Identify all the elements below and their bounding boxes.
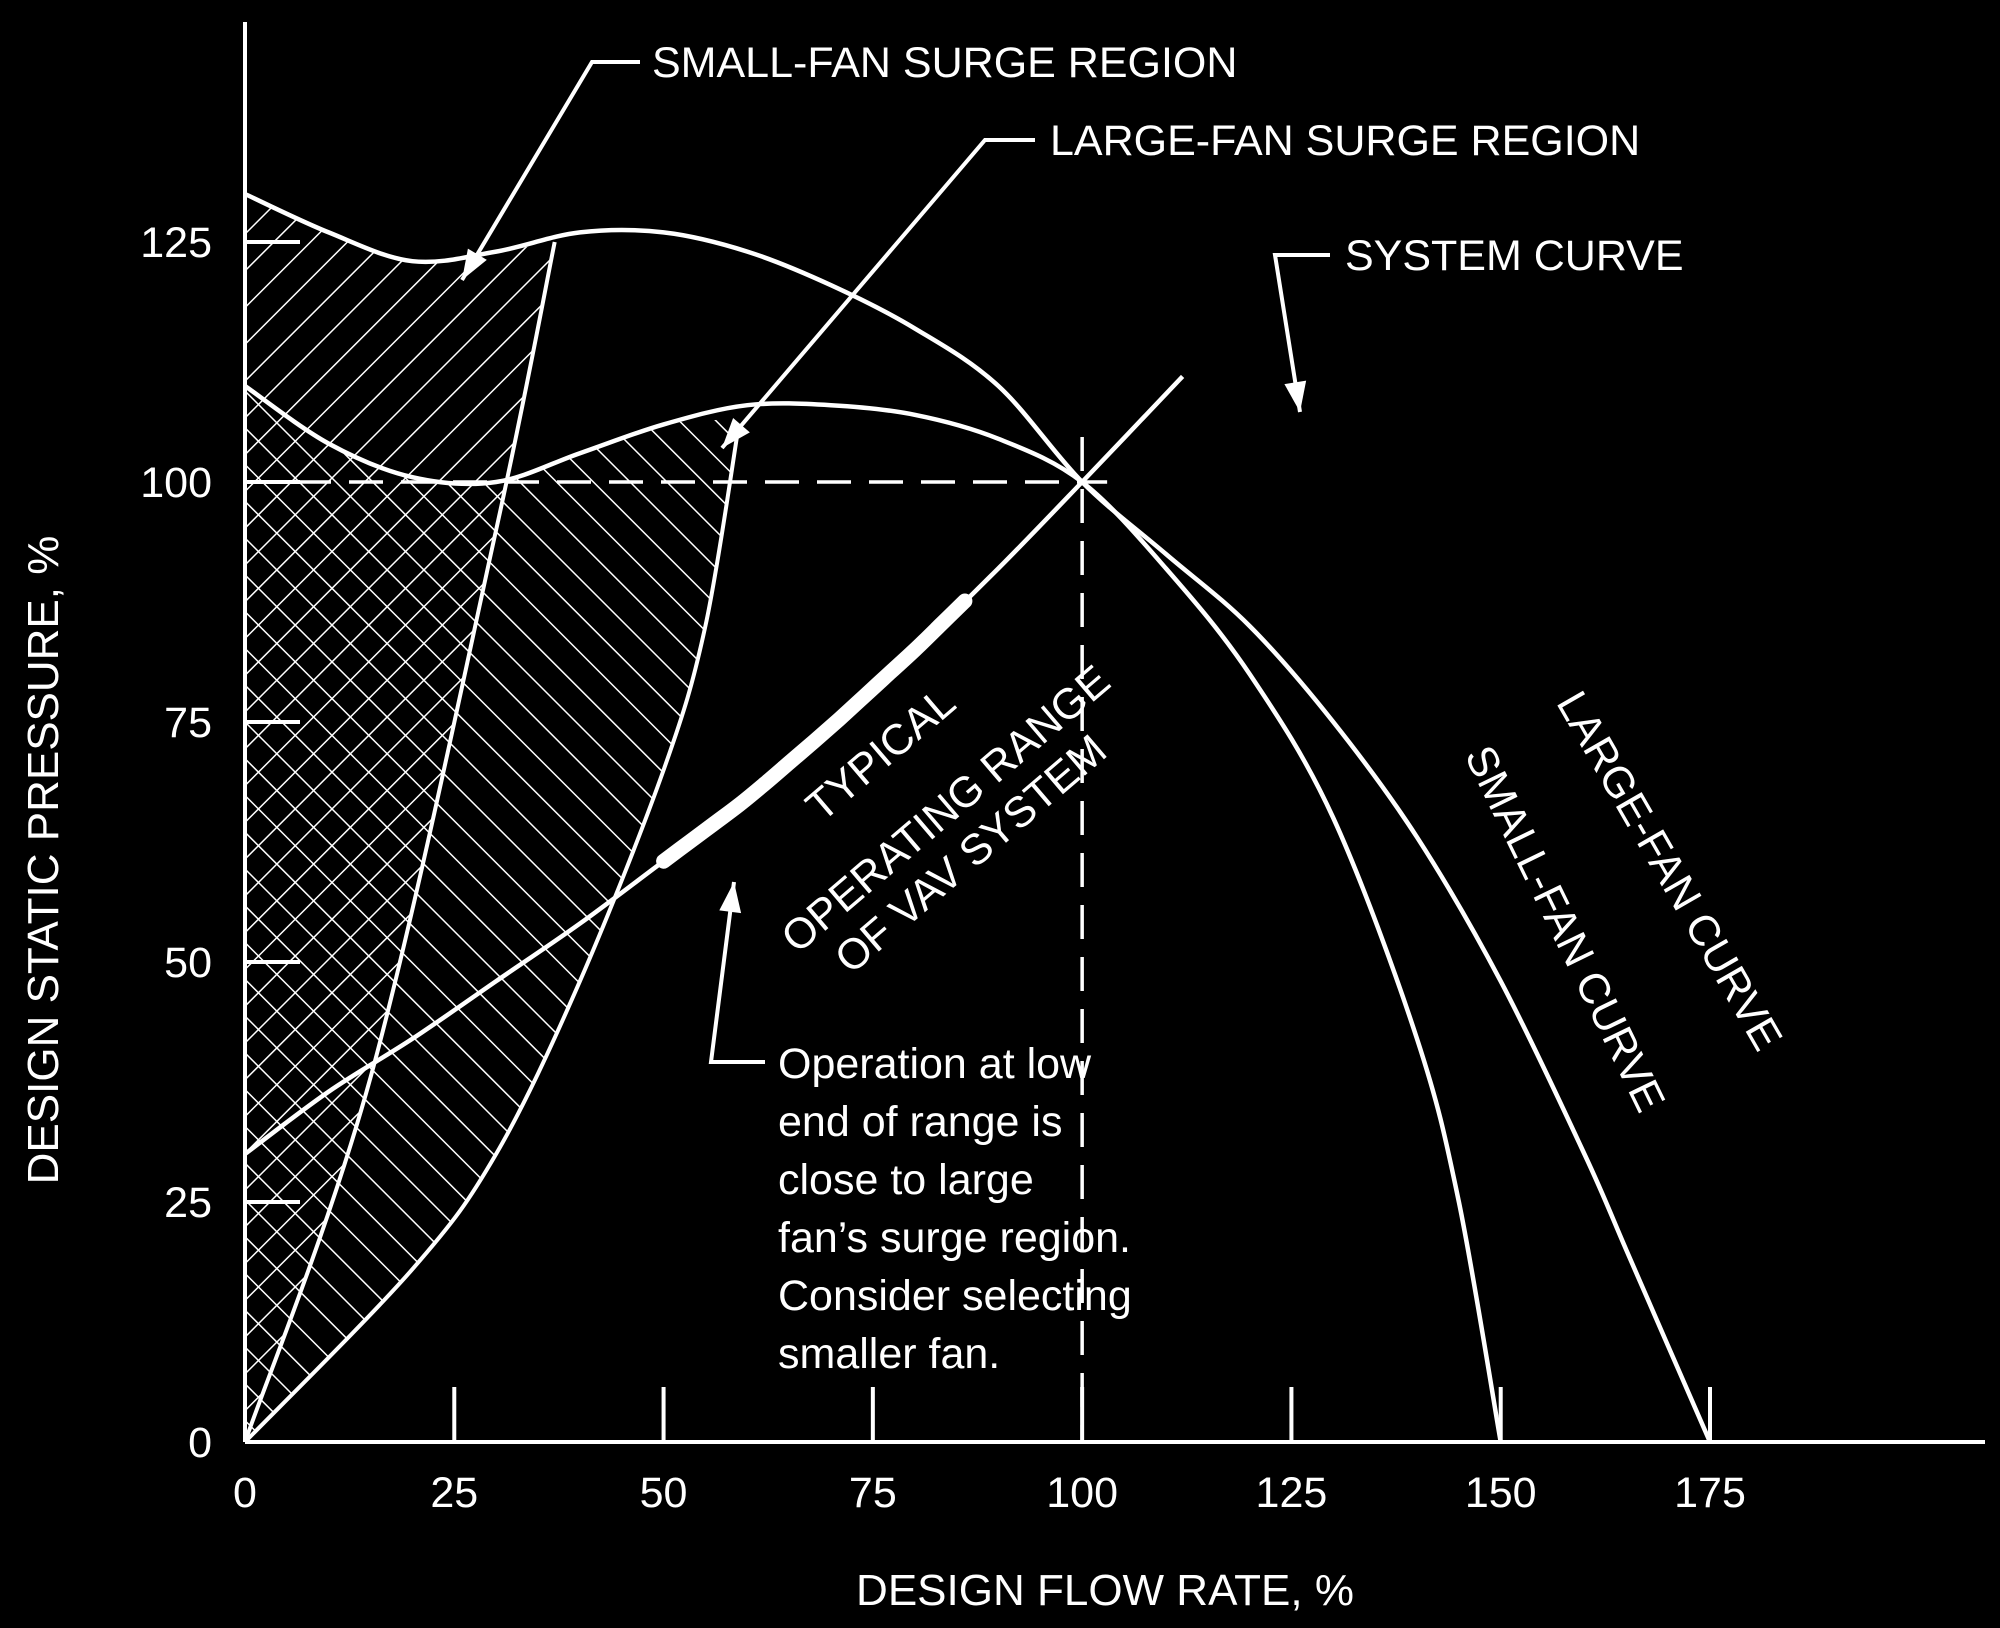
y-tick-label: 125 [140,219,212,267]
system-curve-arrow-arrowhead [1284,380,1307,412]
x-tick-label: 175 [1674,1469,1746,1517]
x-axis-title: DESIGN FLOW RATE, % [856,1566,1354,1615]
large-surge-arrow-leader [720,138,1035,450]
y-tick-label: 75 [164,699,212,747]
annotation-large-fan-surge-region: LARGE-FAN SURGE REGION [1050,117,1640,165]
note-line-4: fan’s surge region. [778,1214,1131,1262]
small-surge-arrow-arrowhead [462,248,487,280]
y-tick-label: 50 [164,939,212,987]
annotation-small-fan-surge-region: SMALL-FAN SURGE REGION [652,39,1237,87]
axes: 0 25 50 75 100 125 0 25 50 75 100 125 150 175 [140,22,1985,1517]
guides [245,60,1330,1442]
y-tick-label: 100 [140,459,212,507]
x-tick-label: 75 [849,1469,897,1517]
large-fan-surge-line [243,424,741,1444]
x-tick-label: 150 [1465,1469,1537,1517]
y-axis-title: DESIGN STATIC PRESSURE, % [19,536,68,1185]
note-line-3: close to large [778,1156,1034,1204]
y-tick-label: 25 [164,1179,212,1227]
small-fan-surge-line [243,241,557,1443]
note-line-1: Operation at low [778,1040,1092,1088]
system-curve-arrow-leader [1272,253,1330,413]
operating-range-segment [656,593,973,869]
small-surge-arrow-leader [460,60,640,282]
y-tick-label: 0 [188,1419,212,1467]
x-tick-label: 50 [640,1469,688,1517]
x-tick-label: 25 [430,1469,478,1517]
x-tick-label: 0 [233,1469,257,1517]
operating-note-arrow-leader [708,881,765,1064]
small-fan-curve [243,384,1503,1443]
note-line-5: Consider selecting [778,1272,1132,1320]
large-surge-arrow-arrowhead [722,418,750,448]
annotation-system-curve: SYSTEM CURVE [1345,232,1684,280]
note-line-2: end of range is [778,1098,1062,1146]
x-tick-label: 100 [1046,1469,1118,1517]
x-tick-label: 125 [1256,1469,1328,1517]
operating-note-arrow-arrowhead [719,882,742,914]
note-line-6: smaller fan. [778,1330,1000,1378]
